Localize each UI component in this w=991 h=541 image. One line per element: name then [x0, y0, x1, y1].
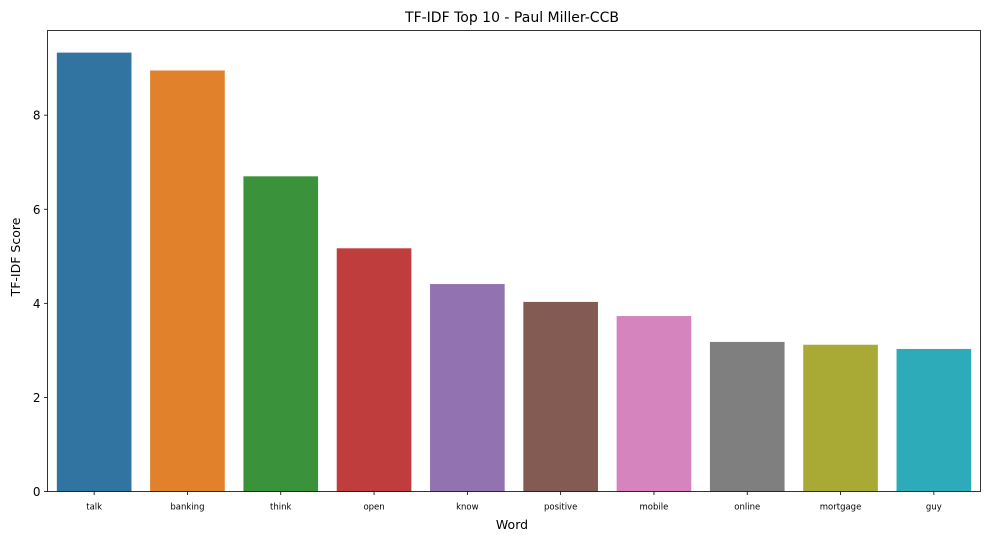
bar-mobile [616, 316, 692, 492]
bars-layer [56, 52, 972, 492]
x-tick-label: guy [926, 503, 942, 513]
x-axis-label: Word [496, 517, 528, 532]
bar-guy [896, 348, 972, 492]
bar-think [243, 176, 319, 492]
bar-talk [56, 52, 132, 492]
y-tick-label: 0 [33, 485, 41, 499]
x-tick-label: know [456, 503, 479, 513]
y-tick-label: 2 [33, 391, 41, 405]
x-tick-label: online [734, 503, 760, 513]
x-tick-label: mortgage [820, 503, 862, 513]
x-tick-label: talk [86, 503, 102, 513]
bar-online [709, 341, 785, 492]
bar-open [336, 248, 412, 492]
y-axis-label: TF-IDF Score [8, 217, 23, 297]
bar-mortgage [803, 344, 878, 492]
y-tick-label: 6 [33, 203, 41, 217]
bar-positive [523, 301, 598, 492]
x-tick-label: banking [170, 503, 204, 513]
chart-title: TF-IDF Top 10 - Paul Miller-CCB [404, 10, 619, 26]
x-tick-label: open [363, 503, 384, 513]
x-tick-label: think [270, 503, 291, 513]
y-tick-label: 8 [33, 109, 41, 123]
y-tick-label: 4 [33, 297, 41, 311]
axes-layer: talk banking think open know positive mobile on… [33, 30, 981, 513]
x-tick-label: positive [544, 503, 577, 513]
bar-banking [150, 70, 225, 492]
x-tick-label: mobile [640, 503, 669, 513]
bar-know [430, 284, 505, 492]
plot-frame [47, 30, 981, 492]
